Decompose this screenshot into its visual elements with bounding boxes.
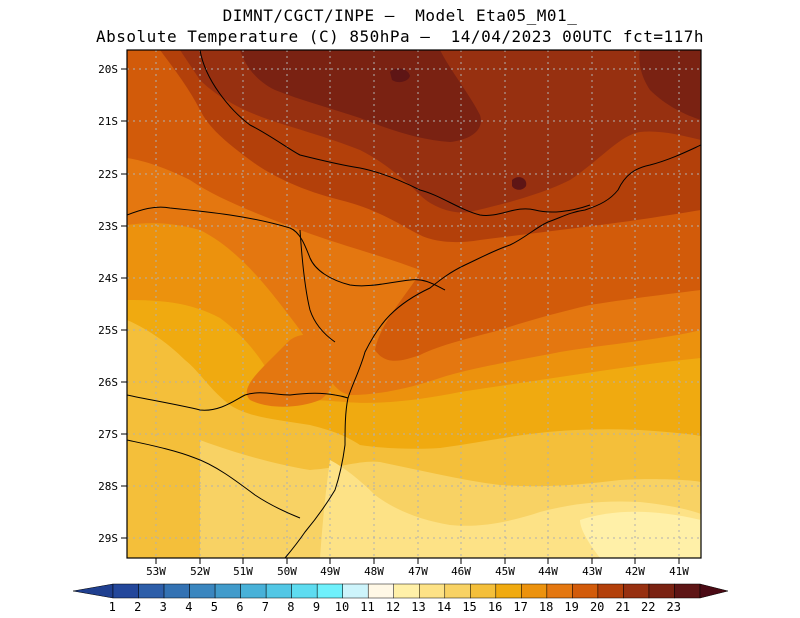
- colorbar-swatch: [112, 583, 139, 599]
- colorbar-label: 20: [590, 600, 604, 614]
- colorbar-swatch: [521, 583, 548, 599]
- lon-label: 49W: [320, 565, 340, 578]
- colorbar-swatch: [214, 583, 241, 599]
- map-title-line2: Absolute Temperature (C) 850hPa — 14/04/…: [96, 27, 704, 46]
- colorbar-label: 1: [109, 600, 116, 614]
- colorbar-label: 4: [185, 600, 192, 614]
- colorbar-label: 15: [462, 600, 476, 614]
- band-22b: [639, 50, 701, 120]
- band-22: [240, 50, 481, 142]
- colorbar-swatch: [138, 583, 165, 599]
- state-border-sp-pr: [127, 206, 446, 291]
- state-border-mg-sp: [199, 50, 591, 216]
- lon-label: 43W: [582, 565, 602, 578]
- colorbar-label: 17: [513, 600, 527, 614]
- colorbar: 1 2 3 4 5 6 7 8 9 10 11 12 13 14 15 16 17 18 19 20 21 22 23: [72, 583, 729, 614]
- map-frame: [126, 49, 702, 559]
- colorbar-label: 2: [134, 600, 141, 614]
- lon-label: 42W: [625, 565, 645, 578]
- lat-label: 23S: [98, 220, 118, 233]
- colorbar-over-triangle: [699, 583, 729, 599]
- state-border-sc-rs: [127, 439, 301, 519]
- colorbar-label: 12: [386, 600, 400, 614]
- band-12: [580, 511, 701, 558]
- colorbar-swatch: [342, 583, 369, 599]
- colorbar-label: 3: [160, 600, 167, 614]
- colorbar-label: 14: [437, 600, 451, 614]
- colorbar-swatch: [419, 583, 446, 599]
- lon-label: 51W: [233, 565, 253, 578]
- state-border-pr-sc: [127, 392, 349, 411]
- lon-label: 53W: [146, 565, 166, 578]
- colorbar-label: 13: [411, 600, 425, 614]
- lat-label: 27S: [98, 428, 118, 441]
- lat-label: 25S: [98, 324, 118, 337]
- colorbar-swatch: [444, 583, 471, 599]
- band-23b: [512, 177, 527, 190]
- colorbar-swatch: [240, 583, 267, 599]
- colorbar-label: 21: [615, 600, 629, 614]
- temperature-field: [127, 50, 701, 558]
- map-title-line1: DIMNT/CGCT/INPE — Model Eta05_M01_: [222, 6, 578, 25]
- band-23a: [390, 68, 410, 83]
- lon-label: 41W: [669, 565, 689, 578]
- colorbar-label: 16: [488, 600, 502, 614]
- colorbar-swatch: [648, 583, 675, 599]
- lat-label: 29S: [98, 532, 118, 545]
- colorbar-swatch: [597, 583, 624, 599]
- colorbar-swatch: [470, 583, 497, 599]
- colorbar-label: 10: [335, 600, 349, 614]
- colorbar-label: 18: [539, 600, 553, 614]
- colorbar-swatch: [393, 583, 420, 599]
- colorbar-swatch: [316, 583, 343, 599]
- lat-label: 24S: [98, 272, 118, 285]
- colorbar-swatch: [189, 583, 216, 599]
- colorbar-swatch: [367, 583, 394, 599]
- colorbar-swatch: [674, 583, 701, 599]
- colorbar-label: 6: [236, 600, 243, 614]
- lat-label: 28S: [98, 480, 118, 493]
- state-border-ms-pr: [299, 229, 336, 343]
- colorbar-under-triangle: [72, 583, 114, 599]
- colorbar-swatch: [291, 583, 318, 599]
- colorbar-swatch: [163, 583, 190, 599]
- colorbar-label: 8: [287, 600, 294, 614]
- lat-label: 21S: [98, 115, 118, 128]
- coastline-and-borders: [127, 50, 701, 558]
- colorbar-label: 23: [667, 600, 681, 614]
- lon-label: 48W: [364, 565, 384, 578]
- axis-ticks: [121, 68, 680, 564]
- colorbar-label: 11: [360, 600, 374, 614]
- colorbar-label: 9: [313, 600, 320, 614]
- colorbar-swatch: [265, 583, 292, 599]
- colorbar-label: 19: [564, 600, 578, 614]
- band-18-tongue: [246, 334, 335, 407]
- lat-label: 20S: [98, 63, 118, 76]
- lat-lon-grid: [127, 50, 701, 558]
- colorbar-swatch: [546, 583, 573, 599]
- colorbar-swatch: [572, 583, 599, 599]
- colorbar-swatch: [495, 583, 522, 599]
- lon-label: 52W: [190, 565, 210, 578]
- colorbar-label: 7: [262, 600, 269, 614]
- longitude-labels: 53W 52W 51W 50W 49W 48W 47W 46W 45W 44W …: [146, 565, 689, 578]
- lon-label: 47W: [408, 565, 428, 578]
- colorbar-label: 5: [211, 600, 218, 614]
- lat-label: 26S: [98, 376, 118, 389]
- coastline: [284, 144, 701, 558]
- colorbar-label: 22: [641, 600, 655, 614]
- colorbar-swatch: [623, 583, 650, 599]
- lon-label: 50W: [277, 565, 297, 578]
- lon-label: 46W: [451, 565, 471, 578]
- lon-label: 45W: [495, 565, 515, 578]
- latitude-labels: 20S 21S 22S 23S 24S 25S 26S 27S 28S 29S: [98, 63, 118, 545]
- lon-label: 44W: [538, 565, 558, 578]
- lat-label: 22S: [98, 168, 118, 181]
